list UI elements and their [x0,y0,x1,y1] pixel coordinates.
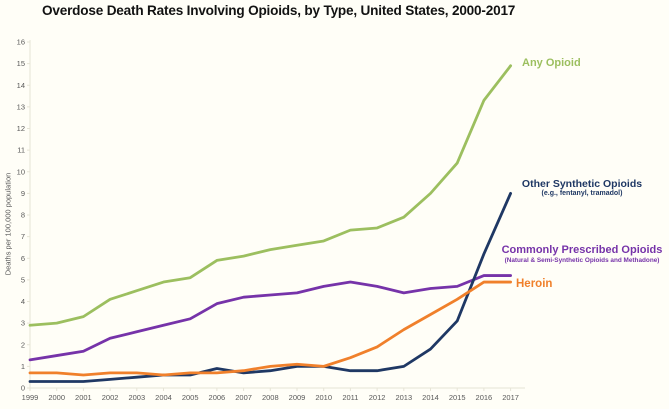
y-tick-label: 3 [21,319,25,328]
legend-label-commonly-prescribed-text: Commonly Prescribed Opioids [501,244,663,256]
y-tick-label: 6 [21,254,25,263]
y-tick-label: 16 [17,38,25,47]
x-tick-label: 2006 [209,393,226,402]
x-tick-label: 2004 [155,393,172,402]
legend-label-any-opioid-text: Any Opioid [522,57,581,69]
y-tick-label: 14 [17,81,25,90]
y-axis-title: Deaths per 100,000 population [3,172,13,276]
x-tick-label: 2015 [449,393,466,402]
x-tick-label: 2010 [315,393,332,402]
x-tick-label: 2014 [422,393,439,402]
x-tick-label: 2008 [262,393,279,402]
legend-label-heroin-text: Heroin [516,278,553,290]
y-tick-label: 8 [21,211,25,220]
legend-label-other-synthetic-opioids: Other Synthetic Opioids (e.g., fentanyl,… [514,178,650,197]
legend-sublabel-commonly-prescribed-text: (Natural & Semi-Synthetic Opioids and Me… [504,257,660,264]
series-line [28,274,513,362]
y-tick-label: 5 [21,275,25,284]
x-tick-label: 2009 [289,393,306,402]
x-tick-label: 2002 [102,393,119,402]
y-tick-label: 12 [17,124,25,133]
series-line [28,280,513,377]
x-tick-label: 2007 [235,393,252,402]
x-tick-label: 2000 [48,393,65,402]
series-line [28,64,513,327]
y-tick-label: 15 [17,59,25,68]
x-tick-label: 1999 [22,393,39,402]
y-tick-label: 7 [21,232,25,241]
x-tick-label: 2003 [128,393,145,402]
legend-sublabel-other-synthetic-text: (e.g., fentanyl, tramadol) [541,190,623,197]
y-tick-label: 2 [21,340,25,349]
y-tick-label: 10 [17,167,25,176]
x-tick-label: 2011 [342,393,358,402]
x-tick-label: 2017 [502,393,519,402]
y-tick-label: 1 [21,362,25,371]
x-tick-label: 2016 [476,393,493,402]
y-tick-label: 0 [21,384,25,393]
legend-label-other-synthetic-text: Other Synthetic Opioids [521,178,643,190]
chart-title: Overdose Death Rates Involving Opioids, … [42,3,516,18]
series-line [28,191,513,383]
legend-label-heroin: Heroin [516,278,552,290]
x-tick-label: 2013 [395,393,412,402]
legend-label-any-opioid: Any Opioid [522,57,581,69]
y-tick-label: 13 [17,102,25,111]
y-tick-label: 4 [21,297,25,306]
x-tick-label: 2001 [75,393,92,402]
y-tick-label: 11 [17,146,25,155]
x-tick-label: 2005 [182,393,199,402]
x-tick-label: 2012 [369,393,386,402]
y-tick-label: 9 [21,189,25,198]
legend-label-commonly-prescribed-opioids: Commonly Prescribed Opioids (Natural & S… [496,244,668,264]
